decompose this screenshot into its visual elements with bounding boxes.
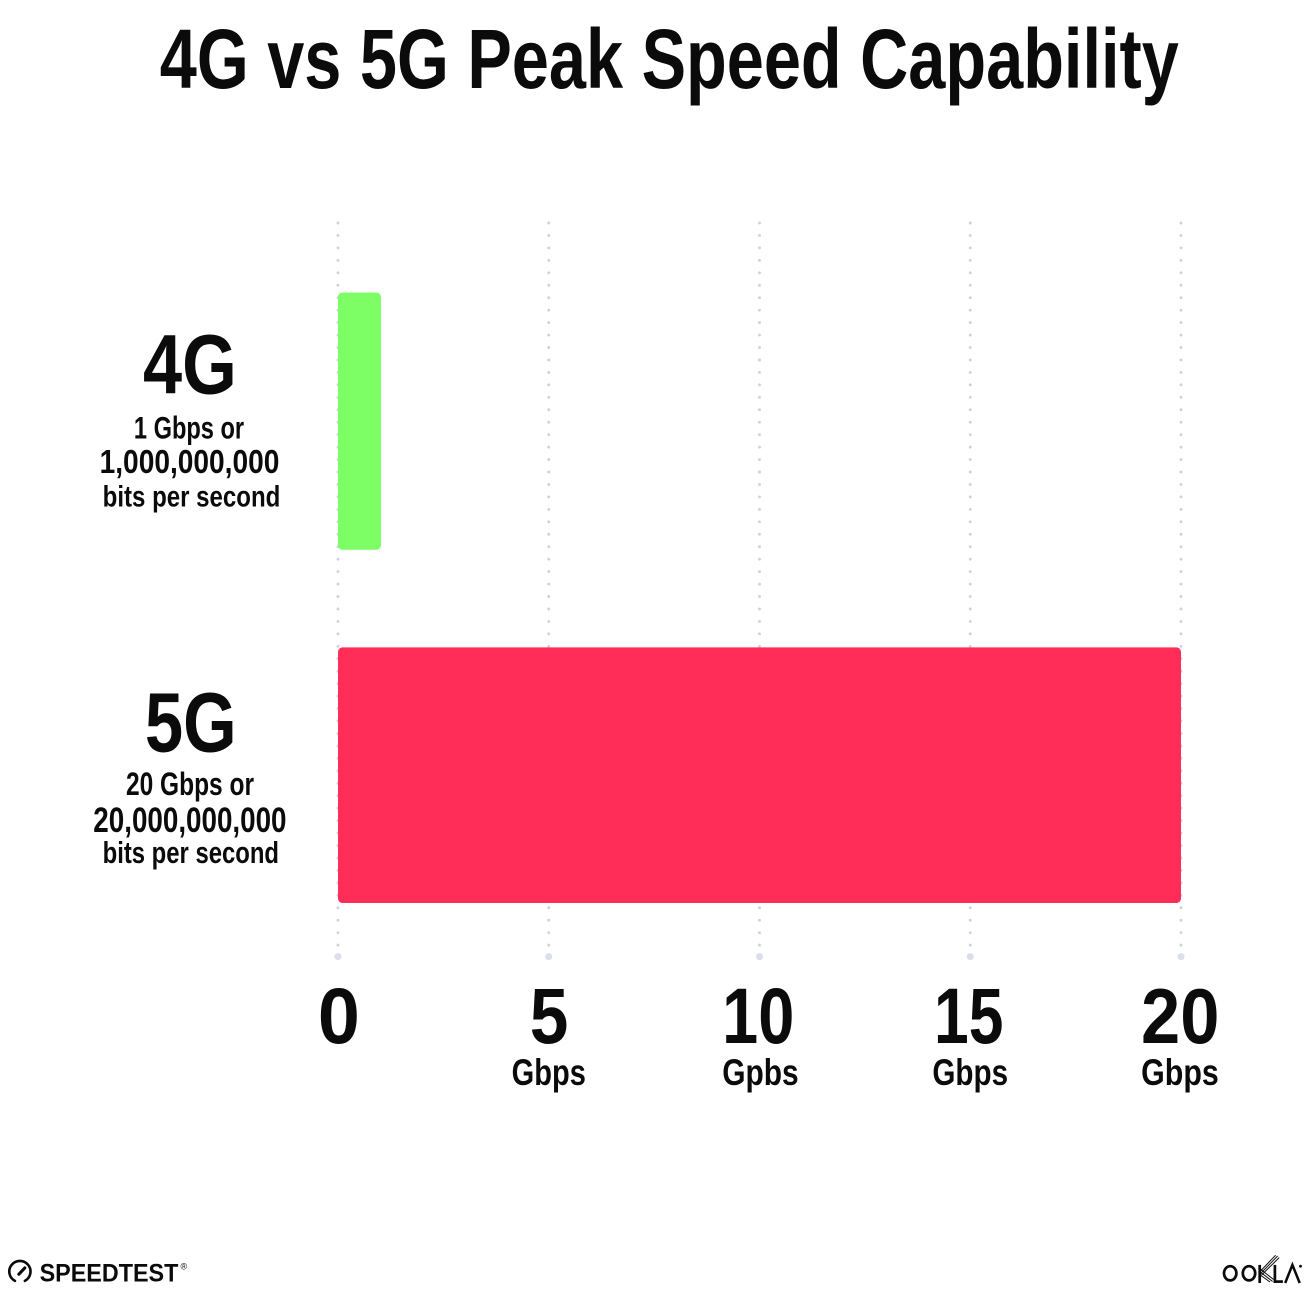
svg-text:5: 5 bbox=[530, 971, 569, 1060]
svg-text:Gpbs: Gpbs bbox=[722, 1052, 798, 1093]
svg-text:20: 20 bbox=[1141, 974, 1219, 1060]
svg-text:®: ® bbox=[181, 1262, 188, 1272]
svg-text:bits per second: bits per second bbox=[103, 835, 279, 870]
svg-text:1 Gbps or: 1 Gbps or bbox=[134, 411, 244, 446]
svg-text:10: 10 bbox=[722, 971, 794, 1060]
svg-text:15: 15 bbox=[934, 971, 1003, 1060]
svg-text:1,000,000,000: 1,000,000,000 bbox=[100, 444, 280, 481]
svg-text:Gbps: Gbps bbox=[1141, 1052, 1219, 1093]
svg-text:0: 0 bbox=[318, 972, 360, 1060]
svg-text:4G vs 5G Peak Speed Capability: 4G vs 5G Peak Speed Capability bbox=[160, 11, 1179, 106]
svg-text:5G: 5G bbox=[145, 675, 237, 770]
svg-text:SPEEDTEST: SPEEDTEST bbox=[40, 1260, 179, 1288]
svg-text:4G: 4G bbox=[143, 316, 237, 411]
svg-text:20,000,000,000: 20,000,000,000 bbox=[93, 801, 286, 840]
svg-text:Gbps: Gbps bbox=[512, 1052, 586, 1093]
svg-text:20 Gbps or: 20 Gbps or bbox=[126, 766, 254, 802]
svg-text:bits per second: bits per second bbox=[103, 480, 281, 513]
svg-text:Gbps: Gbps bbox=[932, 1052, 1008, 1093]
